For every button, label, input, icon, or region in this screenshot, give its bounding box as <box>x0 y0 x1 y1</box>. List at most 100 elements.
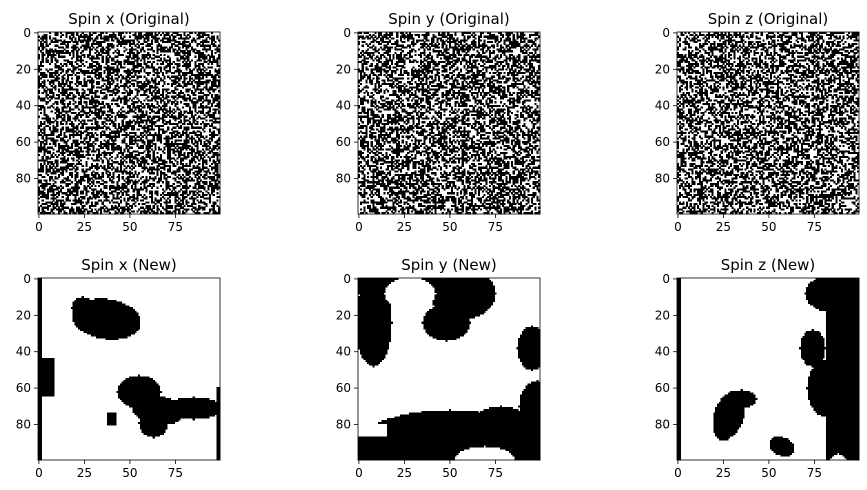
heatmap-cell-run <box>378 32 382 35</box>
heatmap-cell-run <box>218 101 221 104</box>
heatmap-cell-run <box>392 108 397 111</box>
heatmap-cell-run <box>510 66 513 69</box>
heatmap-cell-run <box>192 117 195 120</box>
heatmap-cell-run <box>161 206 164 209</box>
heatmap-cell-run <box>103 70 106 73</box>
heatmap-cell-run <box>463 66 466 69</box>
heatmap-cell-run <box>154 33 159 36</box>
heatmap-cell-run <box>174 70 183 73</box>
heatmap-cell-run <box>48 81 55 84</box>
heatmap-cell-run <box>114 86 117 89</box>
heatmap-cell-run <box>52 170 61 173</box>
heatmap-cell-run <box>374 84 377 87</box>
heatmap-cell-run <box>441 157 446 160</box>
heatmap-cell-run <box>383 90 386 93</box>
heatmap-cell-run <box>454 33 457 36</box>
heatmap-cell-run <box>509 93 513 96</box>
heatmap-cell-run <box>428 188 435 191</box>
heatmap-cell-run <box>518 197 521 200</box>
heatmap-cell-run <box>385 153 388 157</box>
heatmap-cell-run <box>48 166 53 169</box>
heatmap-cell-run <box>179 157 188 160</box>
heatmap-cell-run <box>408 192 419 195</box>
heatmap-cell-run <box>525 88 528 91</box>
heatmap-cell-run <box>198 206 206 209</box>
heatmap-cell-run <box>209 137 214 140</box>
heatmap-cell-run <box>47 190 55 193</box>
heatmap-cell-run <box>108 186 128 189</box>
heatmap-cell-run <box>41 75 48 78</box>
heatmap-cell-run <box>116 184 121 187</box>
heatmap-cell-run <box>176 181 181 184</box>
heatmap-cell-run <box>174 99 177 102</box>
heatmap-cell-run <box>199 199 203 202</box>
heatmap-cell-run <box>514 184 517 187</box>
heatmap-cell-run <box>118 50 121 53</box>
heatmap-cell-run <box>467 186 472 189</box>
heatmap-cell-run <box>110 175 115 178</box>
heatmap-cell-run <box>447 146 450 149</box>
heatmap-cell-run <box>367 101 370 104</box>
heatmap-cell-run <box>125 157 128 160</box>
heatmap-cell-run <box>74 73 77 76</box>
heatmap-cell-run <box>107 53 110 56</box>
heatmap-cell-run <box>489 99 493 102</box>
heatmap-cell-run <box>499 115 504 118</box>
heatmap-cell-run <box>121 139 126 142</box>
heatmap-cell-run <box>530 128 534 131</box>
heatmap-cell-run <box>198 79 201 82</box>
heatmap-cell-run <box>390 61 393 64</box>
heatmap-cell-run <box>65 164 73 167</box>
heatmap-cell-run <box>210 139 214 142</box>
heatmap-cell-run <box>507 64 510 67</box>
heatmap-cell-run <box>534 113 541 117</box>
heatmap-cell-run <box>512 170 515 173</box>
heatmap-cell-run <box>129 135 135 138</box>
heatmap-cell-run <box>63 104 66 107</box>
heatmap-cell-run <box>59 32 62 35</box>
heatmap-cell-run <box>479 133 486 137</box>
heatmap-cell-run <box>487 84 495 87</box>
heatmap-cell-run <box>72 212 77 215</box>
heatmap-cell-run <box>163 97 168 100</box>
heatmap-cell-run <box>68 82 72 86</box>
heatmap-cell-run <box>529 55 541 58</box>
heatmap-cell-run <box>503 184 506 187</box>
heatmap-cell-run <box>481 153 486 157</box>
heatmap-cell-run <box>101 113 104 117</box>
heatmap-cell-run <box>376 190 381 193</box>
heatmap-cell-run <box>503 112 506 115</box>
heatmap-cell-run <box>158 88 161 91</box>
heatmap-cell-run <box>505 68 508 71</box>
heatmap-cell-run <box>70 112 77 115</box>
heatmap-cell-run <box>141 106 146 109</box>
heatmap-cell-run <box>92 68 102 71</box>
heatmap-cell-run <box>54 64 61 67</box>
heatmap-cell-run <box>474 55 488 58</box>
heatmap-cell-run <box>489 101 493 104</box>
heatmap-cell-run <box>521 95 524 98</box>
heatmap-cell-run <box>61 126 64 129</box>
heatmap-cell-run <box>134 35 144 38</box>
heatmap-cell-run <box>90 150 97 153</box>
heatmap-cell-run <box>107 115 110 118</box>
heatmap-cell-run <box>150 79 157 82</box>
heatmap-cell-run <box>503 102 506 106</box>
heatmap-cell-run <box>425 97 433 100</box>
heatmap-cell-run <box>61 64 64 67</box>
heatmap-cell-run <box>85 135 88 138</box>
heatmap-cell-run <box>189 148 195 151</box>
heatmap-cell-run <box>489 123 492 126</box>
heatmap-cell-run <box>474 143 481 146</box>
heatmap-cell-run <box>43 79 46 82</box>
heatmap-cell-run <box>121 121 124 124</box>
heatmap-cell-run <box>172 61 175 64</box>
heatmap-cell-run <box>203 143 208 146</box>
heatmap-cell-run <box>52 143 57 146</box>
heatmap-cell-run <box>87 212 90 215</box>
heatmap-cell-run <box>465 46 473 49</box>
heatmap-cell-run <box>92 146 95 149</box>
heatmap-cell-run <box>465 137 468 140</box>
heatmap-cell-run <box>129 212 132 215</box>
heatmap-cell-run <box>48 99 52 102</box>
